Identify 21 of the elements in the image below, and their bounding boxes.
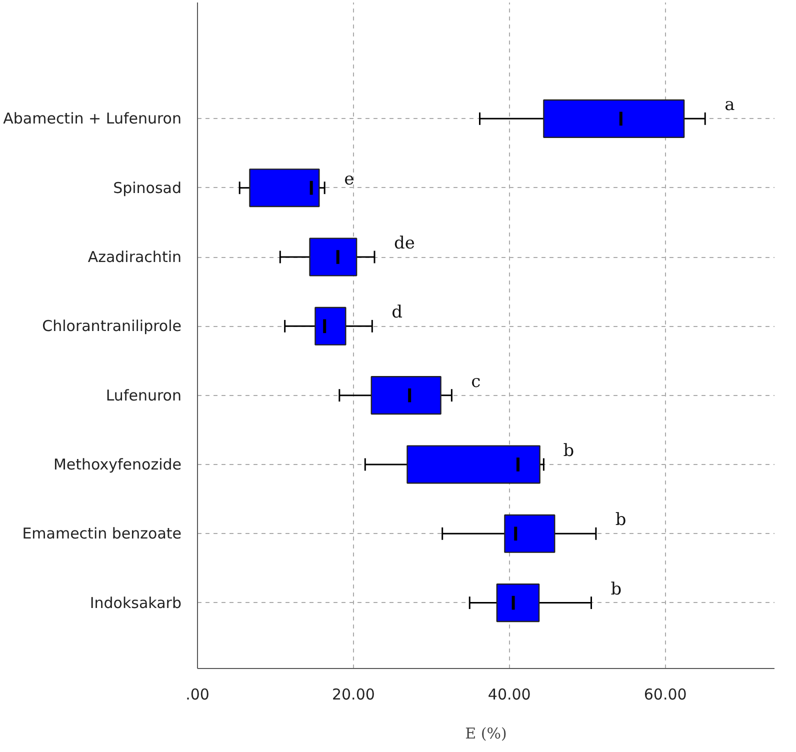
annotation: b [610,579,622,600]
x-tick-label: 60.00 [644,686,687,704]
x-tick-label: 20.00 [332,686,375,704]
y-tick-label: Azadirachtin [88,248,182,266]
annotation: b [563,441,574,462]
y-tick-label: Chlorantraniliprole [42,317,182,336]
y-tick-label: Methoxyfenozide [53,455,182,474]
y-tick-label: Emamectin benzoate [22,524,182,543]
y-tick-label: Indoksakarb [90,594,182,612]
x-axis-title: E (%) [465,724,507,742]
annotation: c [471,372,481,392]
annotation: de [394,234,415,254]
y-tick-label: Abamectin + Lufenuron [3,110,182,128]
y-tick-label: Lufenuron [106,386,182,404]
annotation: e [344,169,354,190]
x-tick-label: 40.00 [488,686,531,704]
y-tick-label: Spinosad [113,178,182,197]
x-tick-label: .00 [186,686,210,704]
annotation: d [392,302,403,323]
annotation: a [724,95,735,116]
annotation: b [615,510,626,530]
